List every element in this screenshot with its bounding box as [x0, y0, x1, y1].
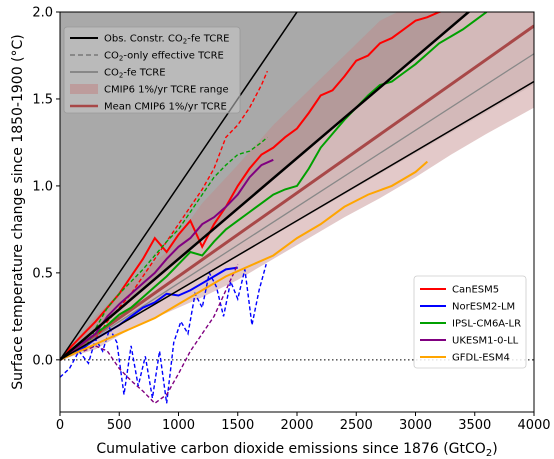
- mean-cmip6-tcre-line: [60, 24, 534, 362]
- x-tick-label: 500: [107, 418, 132, 433]
- legend-label: IPSL-CM6A-LR: [452, 319, 521, 330]
- legend-label: CO2-only effective TCRE: [104, 51, 224, 63]
- series-ipsl-cm6a-lr-effective: [83, 136, 268, 352]
- obs-tcre-line-0: [60, 80, 534, 361]
- axes: [56, 11, 535, 416]
- series-ipsl-cm6a-lr: [60, 12, 488, 361]
- legend-swatch: [70, 84, 98, 94]
- series-ukesm1-0-ll-effective: [83, 263, 239, 405]
- obs-tcre-line-2: [60, 12, 298, 361]
- x-tick-label: 0: [56, 418, 64, 433]
- y-tick-label: 0.5: [32, 266, 53, 281]
- y-tick-label: 1.5: [32, 92, 53, 107]
- y-axis-label: Surface temperature change since 1850-19…: [10, 34, 26, 389]
- series-canesm5: [60, 12, 443, 361]
- x-tick-label: 2000: [280, 418, 313, 433]
- legend-label: UKESM1-0-LL: [452, 336, 519, 347]
- x-tick-label: 1000: [162, 418, 195, 433]
- legend-tcre: Obs. Constr. CO2-fe TCRE CO2-only effecti…: [63, 26, 241, 114]
- legend-label: NorESM2-LM: [452, 302, 515, 313]
- legend-models: CanESM5 NorESM2-LM IPSL-CM6A-LR UKESM1-0-LL…: [413, 275, 527, 369]
- y-tick-label: 2.0: [32, 6, 53, 21]
- series-ukesm1-0-ll: [60, 158, 274, 361]
- legend-label: CO2-fe TCRE: [104, 68, 166, 80]
- series-canesm5-effective: [94, 70, 269, 340]
- tick-labels: 0 500 1000 1500 2000 2500 3000 3500 4000 0.0 0.5 1.…: [32, 6, 550, 434]
- legend-tcre-box: [63, 26, 241, 114]
- legend-label: Obs. Constr. CO2-fe TCRE: [104, 34, 229, 46]
- co2-fe-tcre-line: [60, 53, 534, 361]
- y-tick-label: 1.0: [32, 179, 53, 194]
- legend-label: Mean CMIP6 1%/yr TCRE: [104, 102, 227, 113]
- x-tick-label: 4000: [517, 418, 550, 433]
- series-gfdl-esm4: [60, 160, 429, 361]
- series-noresm2-lm-effective: [60, 263, 267, 404]
- legend-label: CMIP6 1%/yr TCRE range: [104, 85, 229, 96]
- y-tick-label: 0.0: [32, 353, 53, 368]
- x-tick-label: 2500: [340, 418, 373, 433]
- legend-label: CanESM5: [452, 285, 499, 296]
- x-tick-label: 1500: [221, 418, 254, 433]
- x-axis-label: Cumulative carbon dioxide emissions sinc…: [96, 441, 497, 459]
- legend-label: GFDL-ESM4: [452, 353, 510, 364]
- obs-tcre-line-1: [60, 12, 471, 361]
- legend-models-box: [413, 275, 527, 369]
- x-tick-label: 3500: [458, 418, 491, 433]
- x-tick-label: 3000: [399, 418, 432, 433]
